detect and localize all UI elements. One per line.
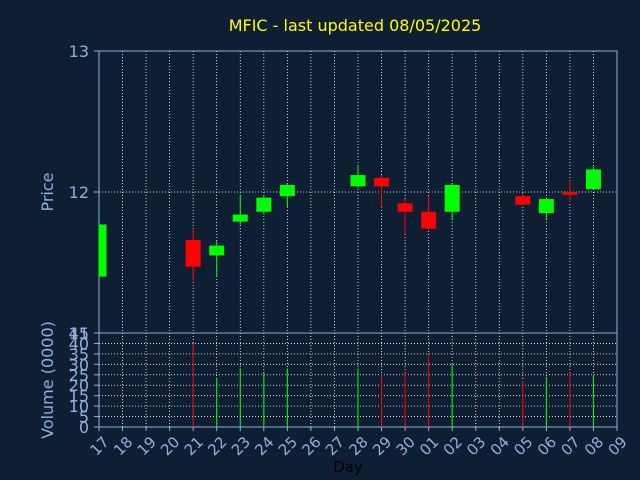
candle-body bbox=[279, 184, 295, 197]
volume-y-tick-label: 35 bbox=[69, 345, 89, 364]
candle bbox=[421, 196, 437, 229]
candle-body bbox=[99, 224, 107, 277]
price-panel: 11 12 13 Price bbox=[38, 42, 618, 343]
candle-body bbox=[538, 199, 554, 214]
volume-y-tick-label: 40 bbox=[69, 334, 89, 353]
volume-y-tick-label: 15 bbox=[69, 387, 89, 406]
candle-body bbox=[397, 203, 413, 212]
candle bbox=[350, 165, 366, 188]
candle-body bbox=[209, 245, 225, 256]
price-y-tick-label: 12 bbox=[69, 183, 89, 202]
volume-axis-label: Volume (0000) bbox=[38, 321, 57, 439]
candle-body bbox=[421, 211, 437, 229]
candle-body bbox=[515, 196, 531, 205]
price-y-tick-label: 13 bbox=[69, 42, 89, 61]
candle bbox=[98, 224, 107, 277]
volume-y-tick-label: 5 bbox=[79, 408, 89, 427]
candle bbox=[256, 196, 272, 215]
candle bbox=[185, 227, 201, 281]
price-y-tick-label: 11 bbox=[69, 324, 89, 343]
candle bbox=[279, 183, 295, 208]
candle bbox=[444, 183, 460, 221]
price-axis-label: Price bbox=[38, 172, 57, 211]
candle bbox=[374, 175, 390, 208]
volume-y-tick-label: 0 bbox=[79, 418, 89, 437]
candle-body bbox=[185, 239, 201, 267]
price-y-ticks: 11 12 13 bbox=[69, 42, 99, 343]
x-axis-label: Day bbox=[333, 458, 363, 476]
volume-y-tick-label: 30 bbox=[69, 355, 89, 374]
volume-y-tick-label: 25 bbox=[69, 366, 89, 385]
candles bbox=[98, 165, 601, 281]
candle bbox=[209, 241, 225, 277]
candle bbox=[562, 179, 578, 202]
candle-body bbox=[350, 175, 366, 187]
candle bbox=[397, 199, 413, 235]
volume-y-tick-label: 10 bbox=[69, 397, 89, 416]
volume-bars bbox=[192, 343, 594, 427]
volume-y-tick-label: 45 bbox=[69, 324, 89, 343]
candle bbox=[585, 166, 601, 190]
candle bbox=[538, 197, 554, 221]
candle-body bbox=[562, 192, 578, 195]
candle-body bbox=[585, 169, 601, 190]
candle bbox=[515, 193, 531, 205]
chart-title: MFIC - last updated 08/05/2025 bbox=[229, 16, 482, 35]
candle-body bbox=[444, 184, 460, 212]
candle-body bbox=[232, 214, 248, 222]
candle-body bbox=[374, 177, 390, 187]
candle bbox=[232, 194, 248, 225]
volume-y-tick-label: 20 bbox=[69, 376, 89, 395]
candle-body bbox=[256, 197, 272, 212]
